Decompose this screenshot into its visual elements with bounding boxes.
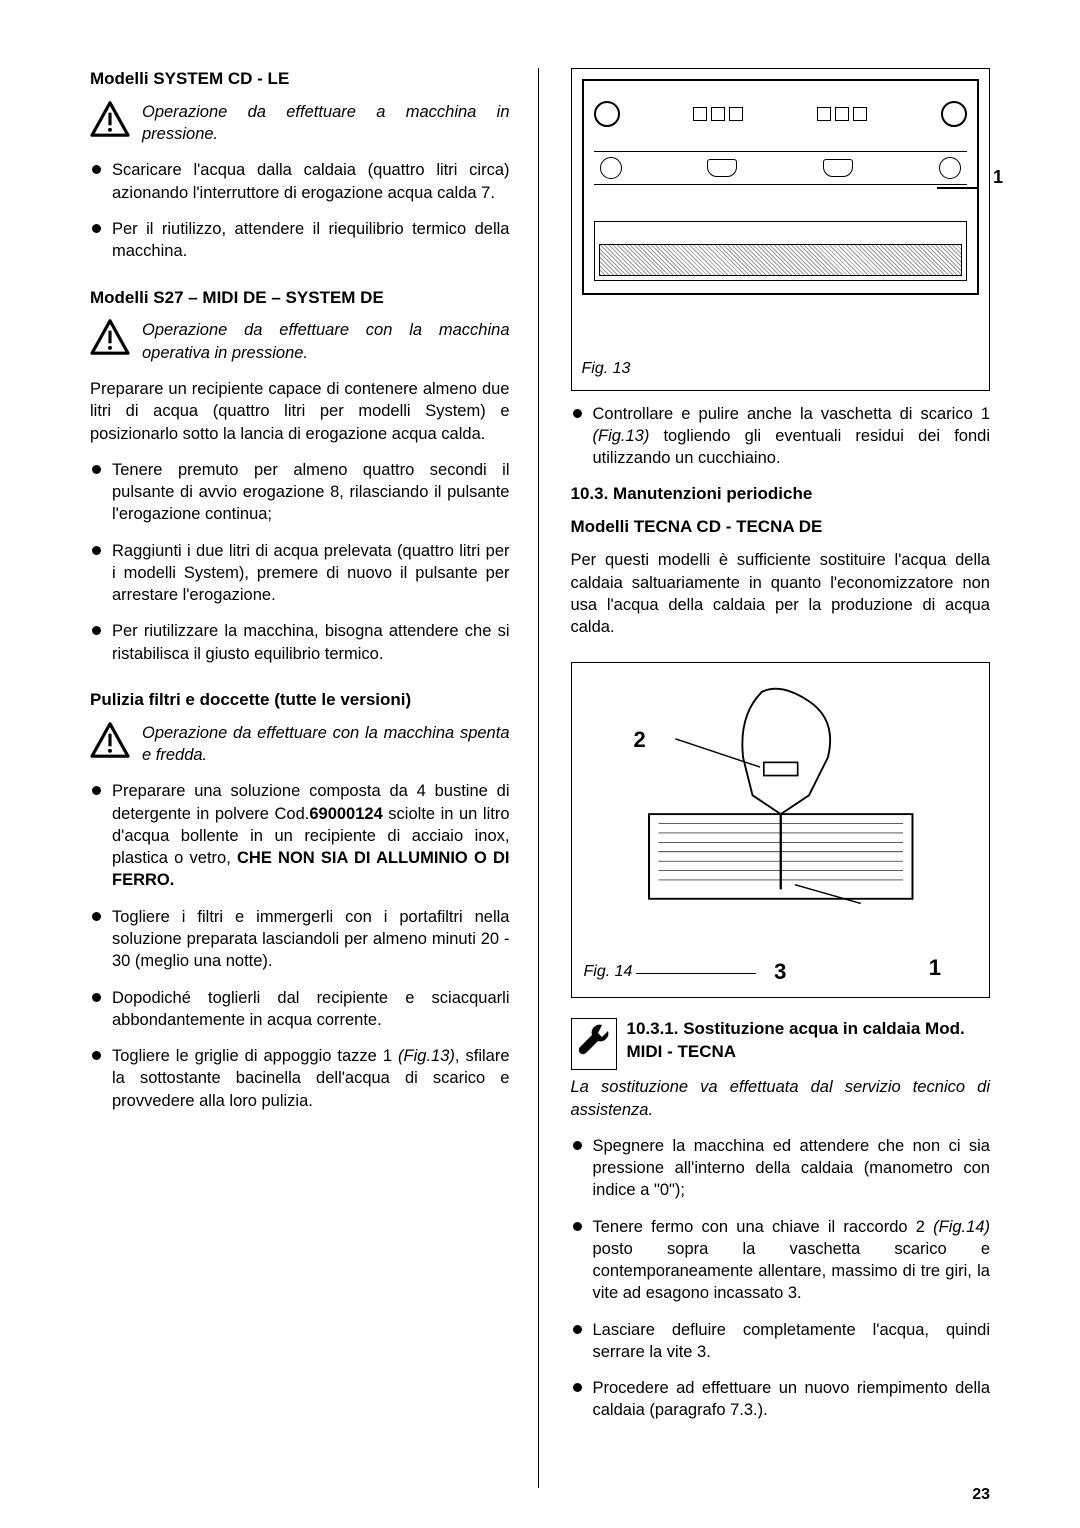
section-pulizia-filtri: Pulizia filtri e doccette (tutte le vers…: [90, 689, 510, 1112]
list-item: Procedere ad effettuare un nuovo riempim…: [571, 1377, 991, 1422]
list-item: Tenere fermo con una chiave il raccordo …: [571, 1216, 991, 1305]
warning-text: Operazione da effettuare con la macchina…: [142, 722, 510, 767]
heading: Modelli SYSTEM CD - LE: [90, 68, 510, 91]
figure-label: Fig. 14: [584, 961, 633, 983]
boiler-diagram: [582, 673, 980, 918]
warning-icon: [90, 101, 130, 143]
list-item: Scaricare l'acqua dalla caldaia (quattro…: [90, 159, 510, 204]
list-item: Togliere le griglie di appoggio tazze 1 …: [90, 1045, 510, 1112]
left-column: Modelli SYSTEM CD - LE Operazione da eff…: [90, 68, 539, 1488]
list-item: Spegnere la macchina ed attendere che no…: [571, 1135, 991, 1202]
heading: Modelli S27 – MIDI DE – SYSTEM DE: [90, 287, 510, 310]
callout-2: 2: [634, 725, 646, 755]
machine-diagram: [582, 79, 980, 295]
right-column: 1 Fig. 13 Controllare e pulire anche la …: [569, 68, 991, 1488]
callout-3: 3: [774, 957, 786, 987]
list-item: Tenere premuto per almeno quattro second…: [90, 459, 510, 526]
list-item: Per il riutilizzo, attendere il riequili…: [90, 218, 510, 263]
section-10-3: 10.3. Manutenzioni periodiche Modelli TE…: [571, 483, 991, 638]
wrench-icon: [571, 1018, 617, 1070]
warning-text: Operazione da effettuare con la macchina…: [142, 319, 510, 364]
section-10-3-1: 10.3.1. Sostituzione acqua in caldaia Mo…: [571, 1018, 991, 1422]
warning-text: Operazione da effettuare a macchina in p…: [142, 101, 510, 146]
heading: 10.3. Manutenzioni periodiche: [571, 483, 991, 506]
page-number: 23: [972, 1484, 990, 1506]
warning-icon: [90, 722, 130, 764]
list-item: Lasciare defluire completamente l'acqua,…: [571, 1319, 991, 1364]
figure-14: 2 1 3 Fig. 14: [571, 662, 991, 998]
callout-1: 1: [929, 953, 941, 983]
paragraph: Preparare un recipiente capace di conten…: [90, 378, 510, 445]
subheading: Modelli TECNA CD - TECNA DE: [571, 516, 991, 539]
figure-13: 1 Fig. 13: [571, 68, 991, 391]
list-item: Raggiunti i due litri di acqua prelevata…: [90, 540, 510, 607]
list-item: Per riutilizzare la macchina, bisogna at…: [90, 620, 510, 665]
warning-icon: [90, 319, 130, 361]
heading: Pulizia filtri e doccette (tutte le vers…: [90, 689, 510, 712]
list-item: Controllare e pulire anche la vaschetta …: [571, 403, 991, 470]
callout-1: 1: [993, 165, 1003, 189]
note: La sostituzione va effettuata dal serviz…: [571, 1076, 991, 1121]
list-item: Preparare una soluzione composta da 4 bu…: [90, 780, 510, 891]
paragraph: Per questi modelli è sufficiente sostitu…: [571, 549, 991, 638]
section-s27-midi-system: Modelli S27 – MIDI DE – SYSTEM DE Operaz…: [90, 287, 510, 665]
heading: 10.3.1. Sostituzione acqua in caldaia Mo…: [627, 1018, 991, 1064]
list-item: Togliere i filtri e immergerli con i por…: [90, 906, 510, 973]
list-item: Dopodiché toglierli dal recipiente e sci…: [90, 987, 510, 1032]
figure-label: Fig. 13: [582, 358, 980, 380]
section-system-cd-le: Modelli SYSTEM CD - LE Operazione da eff…: [90, 68, 510, 263]
